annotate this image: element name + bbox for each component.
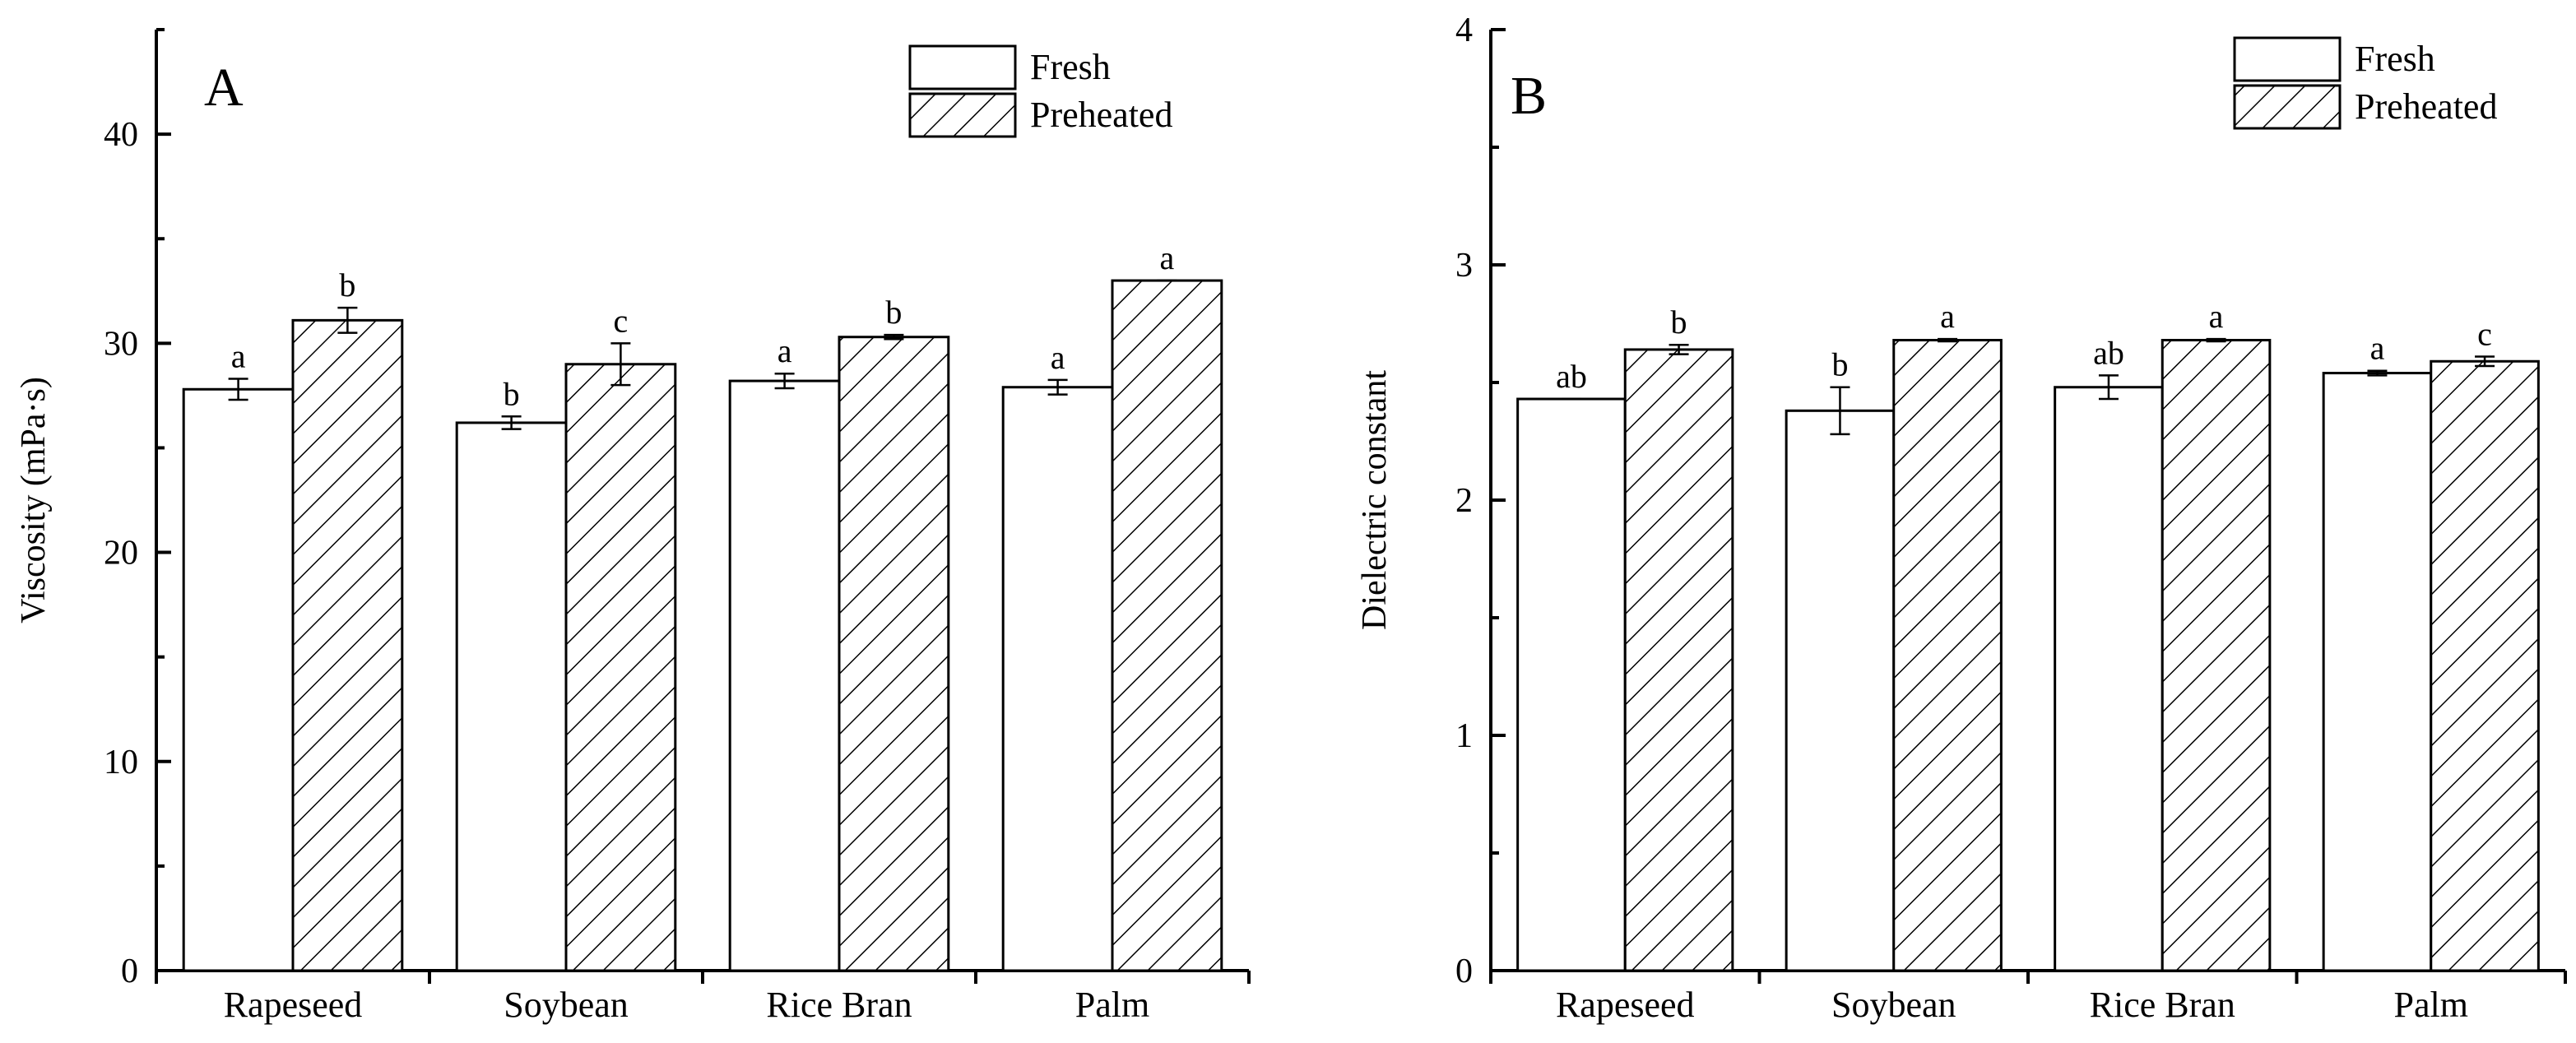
- x-tick-label: Soybean: [504, 985, 629, 1025]
- significance-label: b: [504, 375, 520, 412]
- significance-label: ab: [1556, 358, 1587, 395]
- error-bar: [337, 306, 358, 334]
- significance-label: c: [2477, 316, 2492, 353]
- error-bar: [610, 342, 631, 387]
- panel-letter: B: [1511, 66, 1547, 126]
- error-bar: [2206, 337, 2226, 343]
- error-bar: [1830, 386, 1850, 436]
- error-bar: [228, 378, 248, 401]
- bar-fresh: [1516, 397, 1627, 972]
- bar-preheated: [1111, 279, 1223, 972]
- bar-fresh: [728, 379, 841, 972]
- bar-preheated: [2161, 339, 2272, 972]
- bar-fresh: [1001, 386, 1114, 972]
- x-tick-label: Palm: [2394, 985, 2468, 1025]
- error-bar: [2098, 374, 2119, 401]
- bar-preheated: [291, 318, 404, 972]
- y-tick-label: 1: [1455, 717, 1473, 755]
- significance-label: a: [2209, 298, 2224, 335]
- y-tick-label: 0: [121, 953, 138, 990]
- significance-label: a: [777, 332, 792, 369]
- legend-label-preheated: Preheated: [1030, 95, 1172, 135]
- panel-letter: A: [204, 58, 244, 118]
- significance-label: a: [231, 338, 246, 375]
- significance-label: a: [1160, 239, 1175, 276]
- bar-preheated: [564, 363, 677, 972]
- y-tick-label: 3: [1455, 247, 1473, 285]
- legend: Fresh Preheated: [908, 44, 1172, 138]
- x-tick-label: Palm: [1075, 985, 1149, 1025]
- y-tick-label: 20: [104, 535, 138, 572]
- bar-fresh: [455, 421, 568, 972]
- significance-label: b: [1671, 304, 1687, 341]
- bar-preheated: [2430, 359, 2540, 972]
- y-tick-label: 4: [1455, 12, 1473, 49]
- significance-label: a: [1051, 339, 1065, 376]
- bar-fresh: [2322, 372, 2433, 972]
- x-tick-label: Rice Bran: [2090, 985, 2235, 1025]
- y-tick-label: 40: [104, 116, 138, 154]
- bar-fresh: [182, 387, 295, 972]
- legend-swatch-fresh: [2233, 36, 2342, 82]
- error-bar: [501, 415, 522, 430]
- legend-label-fresh: Fresh: [1030, 47, 1111, 87]
- significance-label: a: [1940, 298, 1955, 335]
- significance-label: c: [614, 302, 629, 339]
- significance-label: ab: [2093, 334, 2124, 371]
- x-tick-label: Soybean: [1831, 985, 1956, 1025]
- y-tick-label: 0: [1455, 953, 1473, 990]
- bar-preheated: [838, 336, 950, 972]
- error-bar: [884, 333, 904, 341]
- error-bar: [2475, 355, 2495, 368]
- error-bar: [1669, 343, 1689, 355]
- error-bar: [1047, 378, 1068, 396]
- bar-preheated: [1623, 348, 1734, 972]
- y-axis-title: Viscosity (mPa·s): [15, 377, 53, 623]
- chart-panel-a: 0 10 20 30 40 Rapeseed Soybean Rice Bran Palm a b a…: [15, 28, 1251, 1025]
- bar-fresh: [1785, 409, 1896, 972]
- legend: Fresh Preheated: [2233, 36, 2497, 130]
- y-tick-label: 10: [104, 744, 138, 781]
- y-tick-label: 30: [104, 325, 138, 363]
- legend-swatch-preheated: [2233, 84, 2342, 130]
- legend-label-fresh: Fresh: [2355, 39, 2435, 79]
- significance-label: b: [1831, 346, 1848, 383]
- x-tick-label: Rapeseed: [224, 985, 363, 1025]
- bar-preheated: [1892, 339, 2003, 972]
- legend-swatch-fresh: [908, 44, 1017, 90]
- bar-fresh: [2054, 386, 2164, 972]
- significance-label: b: [339, 267, 355, 304]
- significance-label: a: [2370, 330, 2385, 367]
- legend-label-preheated: Preheated: [2355, 86, 2497, 127]
- error-bar: [2367, 369, 2388, 377]
- error-bar: [1938, 337, 1958, 343]
- y-tick-label: 2: [1455, 482, 1473, 520]
- y-axis-title: Dielectric constant: [1356, 370, 1394, 630]
- legend-swatch-preheated: [908, 92, 1017, 138]
- x-tick-label: Rapeseed: [1556, 985, 1695, 1025]
- x-tick-label: Rice Bran: [766, 985, 912, 1025]
- error-bar: [774, 372, 795, 390]
- significance-label: b: [885, 294, 902, 331]
